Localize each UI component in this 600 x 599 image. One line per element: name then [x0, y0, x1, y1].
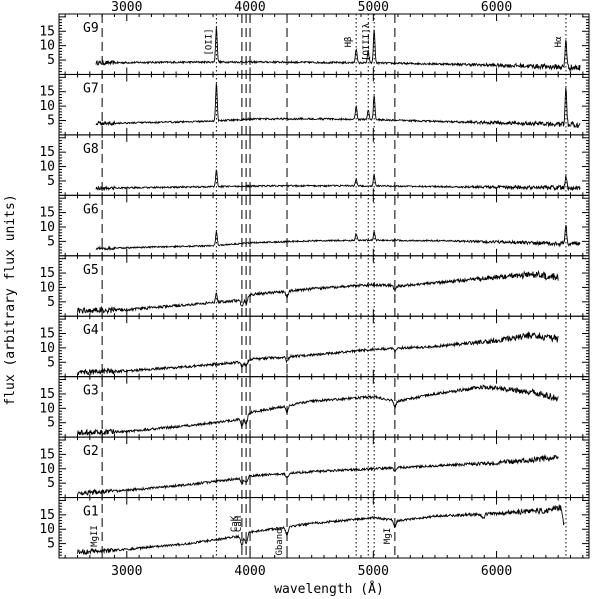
- y-tick-label: 5: [47, 295, 55, 310]
- top-x-tick-label: 4000: [234, 0, 265, 15]
- y-tick-label: 15: [39, 145, 55, 160]
- panel-frame: [58, 376, 590, 438]
- emission-line-label: Hα: [554, 36, 564, 47]
- spectrum-G8: [95, 169, 581, 192]
- ticks-layer: [59, 14, 589, 558]
- y-tick-label: 5: [47, 174, 55, 189]
- panel-frame: [58, 315, 590, 378]
- y-tick-label: 5: [47, 476, 55, 491]
- panel-frame: [58, 73, 590, 136]
- x-tick-label: 4000: [234, 564, 265, 579]
- spectrum-G3: [77, 384, 559, 436]
- spectrum-G1: [77, 504, 565, 556]
- y-tick-label: 10: [39, 220, 55, 235]
- absorption-line-label: CaK: [230, 515, 240, 532]
- absorption-line-label: MgII: [90, 525, 100, 547]
- y-axis-title: flux (arbitrary flux units): [3, 194, 18, 405]
- panel-label: G9: [83, 21, 99, 36]
- x-tick-label: 5000: [358, 564, 389, 579]
- panel-label: G3: [83, 384, 99, 399]
- spectrum-G4: [77, 331, 559, 376]
- spectrum-G9: [95, 27, 581, 72]
- absorption-line-label: Gband: [275, 528, 285, 555]
- panel-label: G8: [83, 142, 99, 157]
- absorption-line-label: MgI: [383, 528, 393, 544]
- top-x-tick-label: 6000: [481, 0, 512, 15]
- y-tick-label: 10: [39, 462, 55, 477]
- top-x-tick-label: 3000: [111, 0, 142, 15]
- spectrum-G2: [77, 453, 559, 496]
- absorption-line-label: CaH: [234, 516, 244, 532]
- y-tick-label: 10: [39, 401, 55, 416]
- x-tick-label: 3000: [111, 564, 142, 579]
- panel-label: G1: [83, 505, 99, 520]
- y-tick-label: 10: [39, 341, 55, 356]
- spectrum-G5: [77, 269, 559, 315]
- y-tick-label: 15: [39, 266, 55, 281]
- panel-label: G5: [83, 263, 99, 278]
- panel-frame: [58, 194, 590, 257]
- y-tick-label: 5: [47, 355, 55, 370]
- y-tick-label: 10: [39, 522, 55, 537]
- panel-frame: [58, 497, 590, 559]
- y-tick-label: 15: [39, 447, 55, 462]
- y-tick-label: 5: [47, 234, 55, 249]
- panel-label: G2: [83, 444, 99, 459]
- y-tick-label: 15: [39, 85, 55, 100]
- y-tick-label: 5: [47, 113, 55, 128]
- labels-layer: G9G7G8G6G5G4G3G2G15101551015510155101551…: [39, 0, 564, 579]
- spectrum-G6: [95, 224, 581, 251]
- y-tick-label: 15: [39, 387, 55, 402]
- spectra-layer: [77, 27, 581, 556]
- emission-line-label: [OII]: [204, 28, 214, 55]
- emission-line-label: [OIII]λ: [362, 22, 372, 61]
- panel-frame: [58, 255, 590, 317]
- y-tick-label: 10: [39, 160, 55, 175]
- panel-label: G7: [83, 81, 99, 96]
- y-tick-label: 15: [39, 326, 55, 341]
- y-tick-label: 10: [39, 99, 55, 114]
- y-tick-label: 5: [47, 537, 55, 552]
- y-tick-label: 10: [39, 39, 55, 54]
- panel-label: G6: [83, 202, 99, 217]
- panels-layer: [58, 13, 590, 559]
- y-tick-label: 5: [47, 53, 55, 68]
- y-tick-label: 15: [39, 206, 55, 221]
- panel-label: G4: [83, 323, 99, 338]
- spectrum-G7: [95, 83, 581, 129]
- x-tick-label: 6000: [481, 564, 512, 579]
- y-tick-label: 15: [39, 24, 55, 39]
- y-tick-label: 15: [39, 508, 55, 523]
- emission-line-label: Hβ: [344, 37, 354, 48]
- y-tick-label: 5: [47, 416, 55, 431]
- x-axis-title: wavelength (Å): [274, 581, 384, 597]
- y-tick-label: 10: [39, 280, 55, 295]
- top-x-tick-label: 5000: [358, 0, 389, 15]
